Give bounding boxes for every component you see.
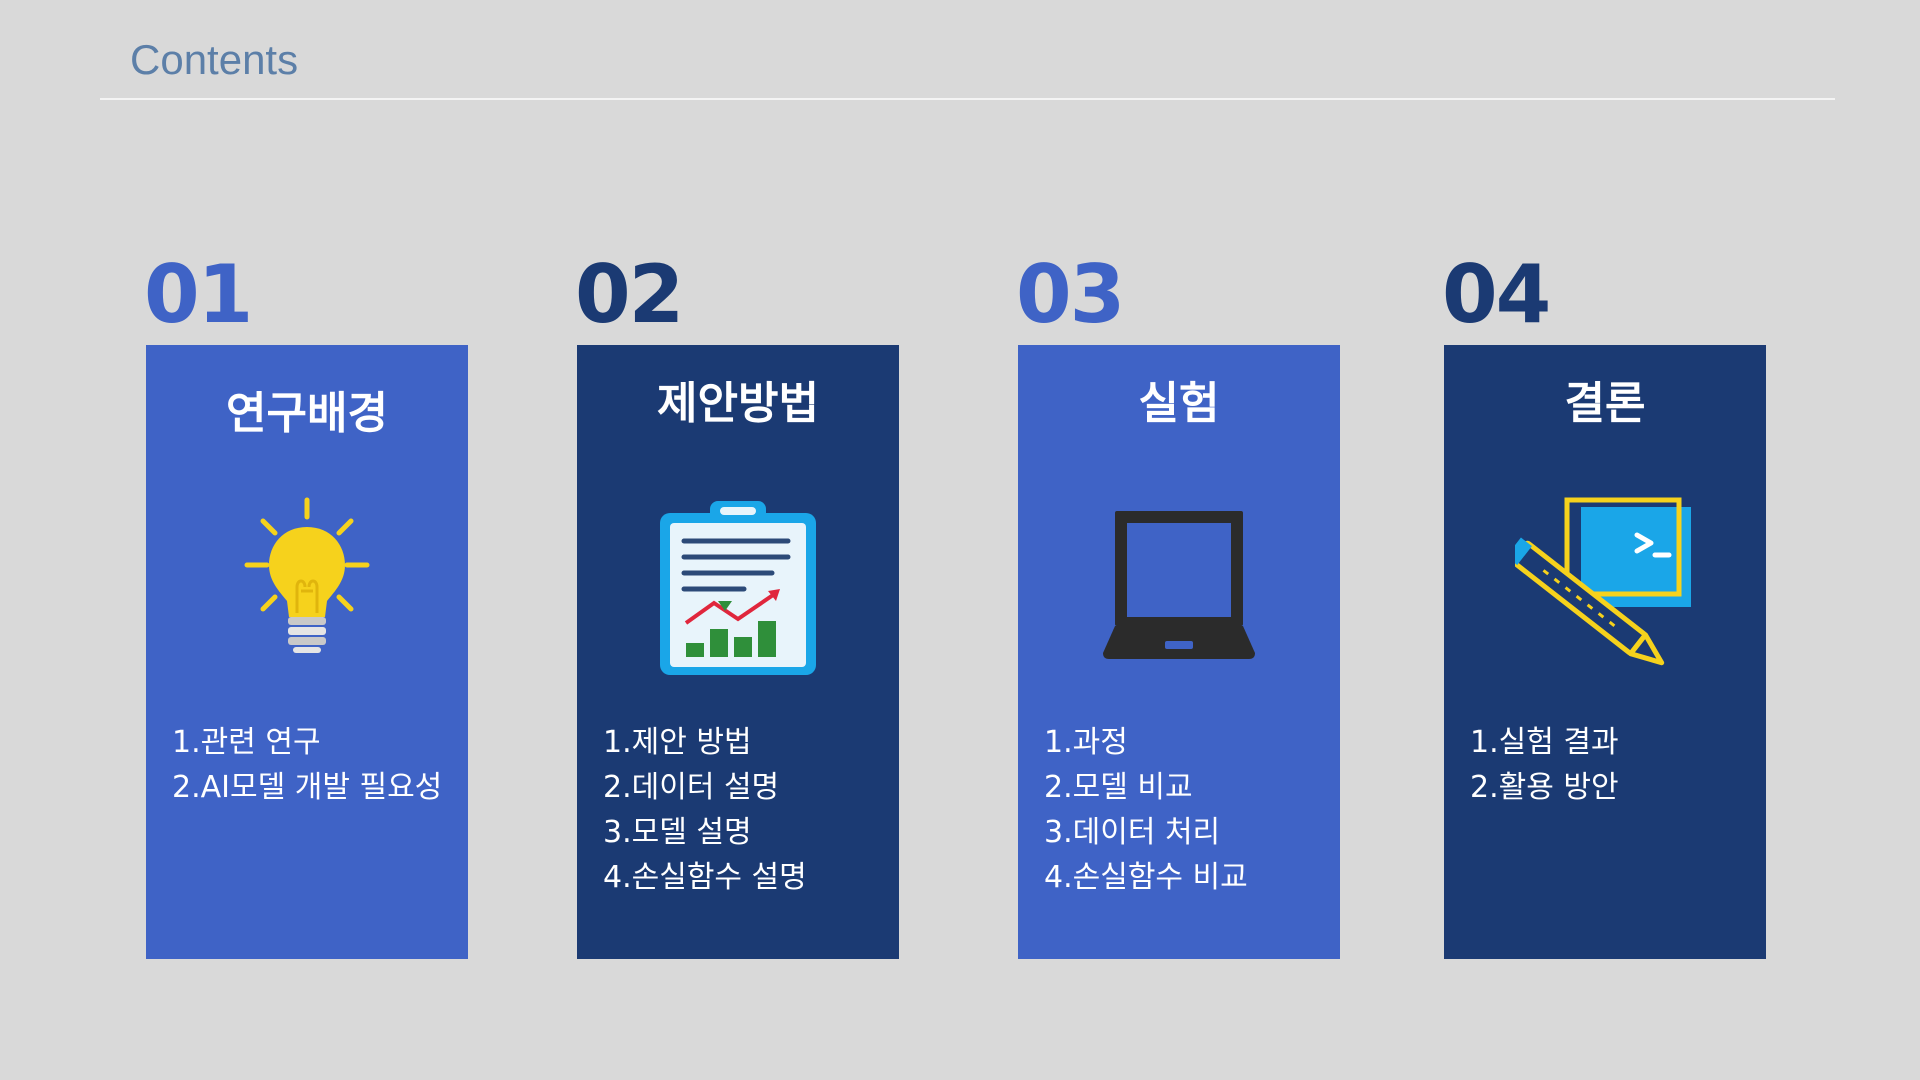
section-number: 03: [1016, 248, 1125, 341]
terminal-pencil-icon: [1506, 495, 1695, 675]
list-item[interactable]: 1.제안 방법: [603, 725, 752, 760]
laptop-icon: [1089, 495, 1269, 675]
section-02[interactable]: 02 제안방법: [575, 248, 899, 959]
list-item[interactable]: 4.손실함수 비교: [1044, 860, 1248, 895]
section-heading: 연구배경: [226, 388, 388, 439]
list-item[interactable]: 2.데이터 설명: [603, 770, 780, 805]
section-01[interactable]: 01 연구배경 1: [144, 248, 468, 959]
section-heading: 결론: [1564, 378, 1646, 429]
list-item[interactable]: 3.모델 설명: [603, 815, 752, 850]
list-item[interactable]: 1.관련 연구: [172, 725, 321, 760]
section-03[interactable]: 03 실험 1.과정 2.모델 비교 3.데이터 처리 4.손실함수 비교: [1016, 248, 1340, 959]
section-number: 01: [144, 248, 253, 341]
list-item[interactable]: 2.활용 방안: [1470, 770, 1619, 805]
lightbulb-icon: [217, 495, 397, 675]
section-items: 1.과정 2.모델 비교 3.데이터 처리 4.손실함수 비교: [1044, 720, 1330, 900]
page-title: Contents: [130, 36, 299, 83]
list-item[interactable]: 1.과정: [1044, 725, 1128, 760]
section-card[interactable]: 제안방법: [577, 345, 899, 959]
section-04[interactable]: 04 결론 1.실험 결과 2.활용 방안: [1442, 248, 1766, 959]
section-items: 1.실험 결과 2.활용 방안: [1470, 720, 1756, 810]
section-items: 1.관련 연구 2.AI모델 개발 필요성: [172, 720, 458, 810]
section-card[interactable]: 결론 1.실험 결과 2.활용 방안: [1444, 345, 1766, 959]
section-card[interactable]: 실험 1.과정 2.모델 비교 3.데이터 처리 4.손실함수 비교: [1018, 345, 1340, 959]
section-number: 04: [1442, 248, 1551, 341]
list-item[interactable]: 2.모델 비교: [1044, 770, 1193, 805]
section-heading: 제안방법: [657, 378, 819, 429]
section-heading: 실험: [1138, 378, 1220, 429]
section-card[interactable]: 연구배경 1.관련 연구: [146, 345, 468, 959]
list-item[interactable]: 4.손실함수 설명: [603, 860, 807, 895]
list-item[interactable]: 2.AI모델 개발 필요성: [172, 770, 443, 805]
list-item[interactable]: 3.데이터 처리: [1044, 815, 1221, 850]
section-number: 02: [575, 248, 684, 341]
list-item[interactable]: 1.실험 결과: [1470, 725, 1619, 760]
clipboard-chart-icon: [648, 495, 828, 675]
title-divider: [100, 98, 1835, 100]
section-items: 1.제안 방법 2.데이터 설명 3.모델 설명 4.손실함수 설명: [603, 720, 889, 900]
